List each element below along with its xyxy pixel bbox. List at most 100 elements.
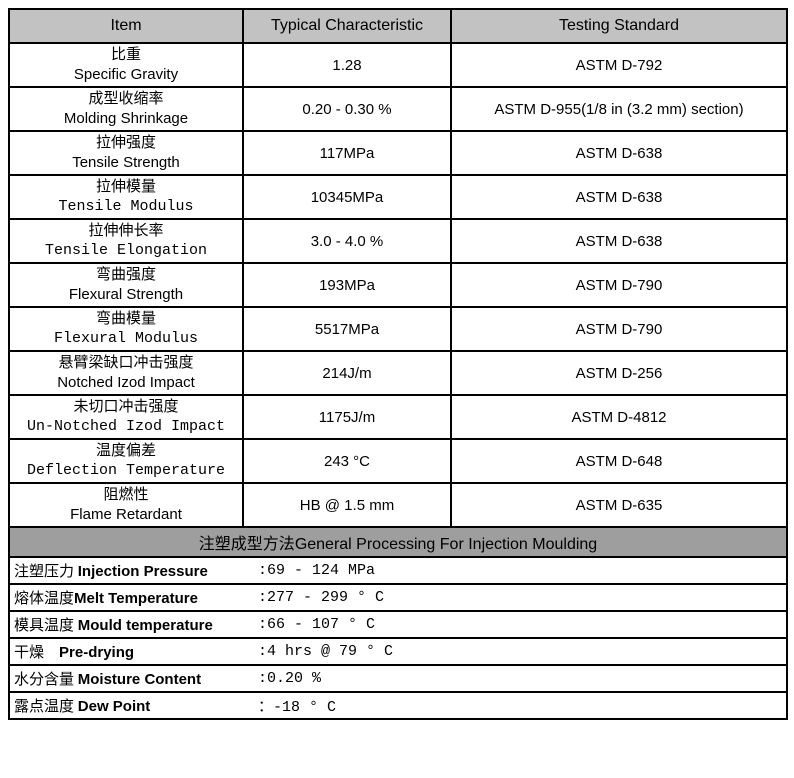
testing-standard: ASTM D-790 xyxy=(450,262,788,308)
processing-label: 注塑压力 Injection Pressure xyxy=(14,560,258,581)
property-name-en: Tensile Modulus xyxy=(58,198,194,215)
property-row: 拉伸强度 Tensile Strength 117MPa ASTM D-638 xyxy=(8,130,788,176)
page: Item Typical Characteristic Testing Stan… xyxy=(8,8,788,720)
property-value: 5517MPa xyxy=(242,306,452,352)
property-name-cell: 温度偏差 Deflection Temperature xyxy=(8,438,244,484)
processing-label-cn: 注塑压力 xyxy=(14,564,78,580)
processing-label-en: Injection Pressure xyxy=(77,563,208,580)
processing-value: :277 - 299 ° C xyxy=(258,589,385,606)
property-name-cell: 悬臂梁缺口冲击强度 Notched Izod Impact xyxy=(8,350,244,396)
processing-cell: 水分含量 Moisture Content:0.20 % xyxy=(8,664,788,693)
column-header-item: Item xyxy=(8,8,244,44)
property-name-cn: 未切口冲击强度 xyxy=(73,399,179,415)
processing-row: 注塑压力 Injection Pressure:69 - 124 MPa xyxy=(8,556,788,585)
property-name-cell: 拉伸模量 Tensile Modulus xyxy=(8,174,244,220)
property-name-en: Specific Gravity xyxy=(73,66,179,83)
processing-label: 水分含量 Moisture Content xyxy=(14,668,258,689)
processing-label: 熔体温度Melt Temperature xyxy=(14,587,258,608)
processing-value: :0.20 % xyxy=(258,670,322,687)
property-name-en: Flame Retardant xyxy=(70,506,182,523)
processing-cell: 注塑压力 Injection Pressure:69 - 124 MPa xyxy=(8,556,788,585)
property-name-cell: 拉伸强度 Tensile Strength xyxy=(8,130,244,176)
testing-standard: ASTM D-792 xyxy=(450,42,788,88)
property-name-cell: 未切口冲击强度 Un-Notched Izod Impact xyxy=(8,394,244,440)
processing-label-en: Pre-drying xyxy=(59,644,135,661)
processing-section-header-row: 注塑成型方法General Processing For Injection M… xyxy=(8,526,788,558)
property-row: 悬臂梁缺口冲击强度 Notched Izod Impact 214J/m ASTM D… xyxy=(8,350,788,396)
property-name-cell: 阻燃性 Flame Retardant xyxy=(8,482,244,528)
property-name-cn: 阻燃性 xyxy=(103,487,149,503)
property-name-cn: 拉伸模量 xyxy=(95,179,156,195)
processing-label-cn: 熔体温度 xyxy=(14,591,75,607)
property-value: 117MPa xyxy=(242,130,452,176)
property-row: 未切口冲击强度 Un-Notched Izod Impact 1175J/m ASTM… xyxy=(8,394,788,440)
property-name-en: Molding Shrinkage xyxy=(63,110,189,127)
property-row: 拉伸模量 Tensile Modulus 10345MPa ASTM D-638 xyxy=(8,174,788,220)
property-name-cell: 弯曲强度 Flexural Strength xyxy=(8,262,244,308)
processing-value: :4 hrs @ 79 ° C xyxy=(258,643,394,660)
processing-label-cn: 干燥 xyxy=(14,645,60,661)
property-name-cell: 拉伸伸长率 Tensile Elongation xyxy=(8,218,244,264)
processing-value: :66 - 107 ° C xyxy=(258,616,376,633)
property-row: 比重 Specific Gravity 1.28 ASTM D-792 xyxy=(8,42,788,88)
processing-label: 干燥 Pre-drying xyxy=(14,641,258,662)
processing-row: 熔体温度Melt Temperature:277 - 299 ° C xyxy=(8,583,788,612)
property-row: 成型收缩率 Molding Shrinkage 0.20 - 0.30 % ASTM … xyxy=(8,86,788,132)
property-value: 3.0 - 4.0 % xyxy=(242,218,452,264)
property-value: 193MPa xyxy=(242,262,452,308)
table-header-row: Item Typical Characteristic Testing Stan… xyxy=(8,8,788,44)
property-value: 1.28 xyxy=(242,42,452,88)
property-value: 243 °C xyxy=(242,438,452,484)
property-name-cn: 悬臂梁缺口冲击强度 xyxy=(58,355,194,371)
processing-label-en: Mould temperature xyxy=(77,617,213,634)
property-name-cn: 比重 xyxy=(110,47,141,63)
property-name-cn: 拉伸强度 xyxy=(95,135,156,151)
processing-row: 干燥 Pre-drying:4 hrs @ 79 ° C xyxy=(8,637,788,666)
testing-standard: ASTM D-648 xyxy=(450,438,788,484)
processing-section-header: 注塑成型方法General Processing For Injection M… xyxy=(8,526,788,558)
testing-standard: ASTM D-955(1/8 in (3.2 mm) section) xyxy=(450,86,788,132)
processing-value: ：-18 ° C xyxy=(258,699,337,716)
processing-value: :69 - 124 MPa xyxy=(258,562,376,579)
property-name-en: Un-Notched Izod Impact xyxy=(26,418,226,435)
testing-standard: ASTM D-790 xyxy=(450,306,788,352)
property-row: 温度偏差 Deflection Temperature 243 °C ASTM D-6… xyxy=(8,438,788,484)
testing-standard: ASTM D-638 xyxy=(450,174,788,220)
processing-cell: 干燥 Pre-drying:4 hrs @ 79 ° C xyxy=(8,637,788,666)
processing-label-en: Moisture Content xyxy=(77,671,202,688)
testing-standard: ASTM D-4812 xyxy=(450,394,788,440)
property-name-cell: 比重 Specific Gravity xyxy=(8,42,244,88)
processing-label: 模具温度 Mould temperature xyxy=(14,614,258,635)
property-value: 1175J/m xyxy=(242,394,452,440)
processing-row: 水分含量 Moisture Content:0.20 % xyxy=(8,664,788,693)
column-header-typical-characteristic: Typical Characteristic xyxy=(242,8,452,44)
testing-standard: ASTM D-638 xyxy=(450,218,788,264)
property-row: 阻燃性 Flame Retardant HB @ 1.5 mm ASTM D-635 xyxy=(8,482,788,528)
processing-label-en: Dew Point xyxy=(77,698,151,715)
processing-label: 露点温度 Dew Point xyxy=(14,695,258,716)
property-name-en: Flexural Modulus xyxy=(53,330,199,347)
property-name-cn: 成型收缩率 xyxy=(88,91,164,107)
property-value: 214J/m xyxy=(242,350,452,396)
processing-label-cn: 露点温度 xyxy=(14,699,78,715)
testing-standard: ASTM D-638 xyxy=(450,130,788,176)
testing-standard: ASTM D-635 xyxy=(450,482,788,528)
property-name-cn: 温度偏差 xyxy=(95,443,156,459)
property-name-en: Deflection Temperature xyxy=(26,462,226,479)
property-name-cn: 弯曲强度 xyxy=(95,267,156,283)
property-name-cell: 弯曲模量 Flexural Modulus xyxy=(8,306,244,352)
property-row: 拉伸伸长率 Tensile Elongation 3.0 - 4.0 % ASTM D… xyxy=(8,218,788,264)
processing-label-cn: 水分含量 xyxy=(14,672,78,688)
property-name-cn: 拉伸伸长率 xyxy=(88,223,164,239)
testing-standard: ASTM D-256 xyxy=(450,350,788,396)
property-value: 10345MPa xyxy=(242,174,452,220)
processing-cell: 熔体温度Melt Temperature:277 - 299 ° C xyxy=(8,583,788,612)
processing-row: 模具温度 Mould temperature:66 - 107 ° C xyxy=(8,610,788,639)
property-name-en: Tensile Strength xyxy=(72,154,180,171)
property-row: 弯曲强度 Flexural Strength 193MPa ASTM D-790 xyxy=(8,262,788,308)
property-name-cn: 弯曲模量 xyxy=(95,311,156,327)
material-spec-table: Item Typical Characteristic Testing Stan… xyxy=(8,8,788,720)
processing-section-title-cn: 注塑成型方法 xyxy=(198,536,295,553)
property-name-en: Flexural Strength xyxy=(68,286,184,303)
processing-label-cn: 模具温度 xyxy=(14,618,78,634)
